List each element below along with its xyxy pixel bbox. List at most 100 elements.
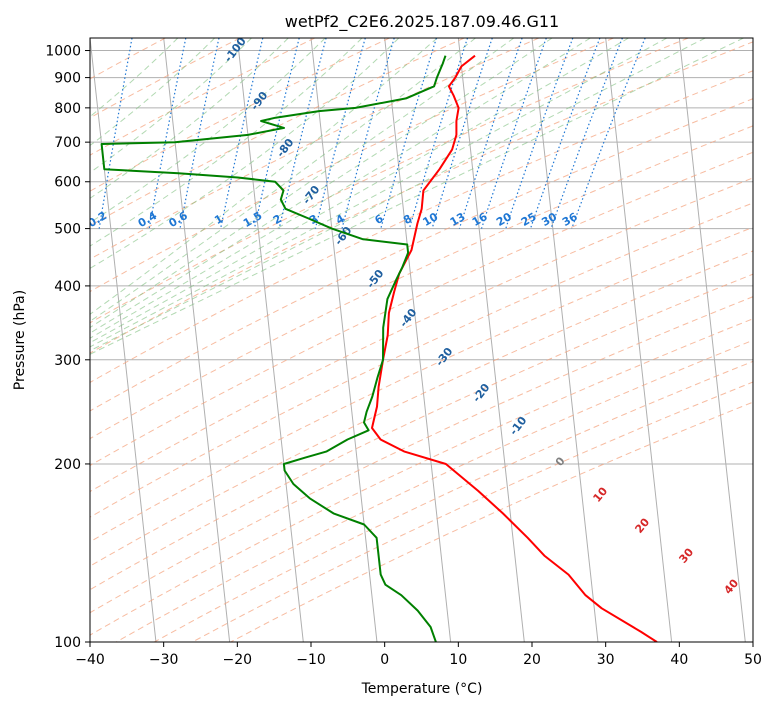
mixing-ratio-line <box>480 38 547 229</box>
mixing-ratio-label: 8 <box>401 212 414 227</box>
dry-adiabat-line <box>90 41 753 354</box>
x-tick-label: −10 <box>296 652 326 668</box>
dry-adiabat-line <box>154 360 753 642</box>
x-axis: −40 −30 −20 −10 0 10 20 30 40 50 <box>75 642 762 668</box>
x-tick-label: 10 <box>449 652 467 668</box>
moist-adiabat-line <box>90 38 252 174</box>
mixing-ratio-line <box>505 38 574 229</box>
dry-adiabat-line <box>115 339 753 642</box>
isotherm-line <box>310 38 378 642</box>
x-tick-label: −20 <box>223 652 253 668</box>
isotherm-line <box>605 38 673 642</box>
dry-adiabat-label: -30 <box>433 345 456 369</box>
dry-adiabat-line <box>90 125 753 440</box>
mixing-ratio-line <box>341 38 395 229</box>
dry-adiabat-line <box>90 38 241 119</box>
y-tick-label: 300 <box>54 353 81 369</box>
x-tick-label: 40 <box>670 652 688 668</box>
mixing-ratio-label: 30 <box>539 210 559 229</box>
dry-adiabat-line <box>90 250 753 567</box>
moist-adiabat-line <box>90 38 629 344</box>
mixing-ratio-line <box>529 38 601 229</box>
dry-adiabat-line <box>90 38 540 260</box>
x-axis-label: Temperature (°C) <box>361 681 483 697</box>
y-axis-label: Pressure (hPa) <box>12 290 28 390</box>
mixing-ratio-label: 1.5 <box>241 209 264 230</box>
x-tick-label: −40 <box>75 652 105 668</box>
dry-adiabat-line <box>90 38 390 192</box>
isotherm-line <box>678 38 746 642</box>
dry-adiabat-label: -50 <box>364 267 387 291</box>
moist-adiabat-line <box>90 38 706 352</box>
chart-title: wetPf2_C2E6.2025.187.09.46.G11 <box>285 12 559 32</box>
y-axis: 1000 900 800 700 600 500 400 300 200 100 <box>45 44 90 651</box>
isotherm-line <box>457 38 525 642</box>
dry-adiabat-line <box>90 38 614 293</box>
dry-adiabat-line <box>90 151 753 467</box>
isotherm-line <box>236 38 304 642</box>
mixing-ratio-line <box>179 38 220 229</box>
dry-adiabat-line <box>90 226 753 543</box>
mixing-ratio-line <box>431 38 493 229</box>
x-tick-label: −30 <box>149 652 179 668</box>
moist-adiabat-line <box>90 38 363 247</box>
moist-adiabat-line <box>90 38 215 147</box>
moist-adiabat-line <box>90 38 476 322</box>
mixing-ratio-line <box>550 38 623 229</box>
plot-frame <box>89 37 754 643</box>
mixing-ratio-label: 0.6 <box>167 209 191 230</box>
moist-adiabat-line <box>90 38 553 334</box>
mixing-ratio-label: 10 <box>420 210 440 229</box>
x-tick-label: 20 <box>523 652 541 668</box>
moist-adiabat-line <box>90 38 400 269</box>
mixing-ratio-line <box>380 38 437 229</box>
dry-adiabat-line <box>90 296 753 614</box>
moist-adiabat-line <box>90 38 326 224</box>
dry-adiabat-line <box>90 38 465 227</box>
x-tick-label: 50 <box>744 652 762 668</box>
temperature-line <box>371 54 658 642</box>
mixing-ratio-line <box>458 38 523 229</box>
mixing-ratio-line <box>408 38 469 229</box>
y-tick-label: 400 <box>54 279 81 295</box>
dry-adiabat-label: -10 <box>507 414 530 438</box>
x-tick-label: 0 <box>380 652 389 668</box>
dry-adiabat-line <box>90 70 753 384</box>
isotherm-line <box>531 38 599 642</box>
dry-adiabat-line <box>230 401 753 642</box>
mixing-ratio-line <box>278 38 327 229</box>
x-tick-label: 30 <box>597 652 615 668</box>
mixing-ratio-line <box>98 38 133 229</box>
isotherm-line <box>90 38 157 642</box>
mixing-ratio-line <box>220 38 264 229</box>
moist-adiabat-line <box>90 38 668 348</box>
dewpoint-line <box>100 55 447 642</box>
mixing-ratio-line <box>52 38 82 229</box>
mixing-ratio-label: 0.4 <box>136 209 160 230</box>
moist-adiabat-label: 10 <box>590 484 610 504</box>
y-tick-label: 600 <box>54 175 81 191</box>
y-tick-label: 100 <box>54 635 81 651</box>
profile-lines <box>100 54 658 642</box>
isotherm-line <box>384 38 452 642</box>
dry-adiabat-label: -100 <box>222 35 249 65</box>
dry-adiabat-label: -70 <box>300 183 323 207</box>
moist-adiabat-label: 0 <box>553 454 568 468</box>
moist-adiabat-label: 20 <box>632 515 652 535</box>
moist-adiabat-line <box>90 38 289 199</box>
mixing-ratio-line <box>314 38 366 229</box>
dry-adiabat-line <box>90 38 315 156</box>
dry-adiabat-line <box>192 381 753 642</box>
y-tick-label: 200 <box>54 457 81 473</box>
dry-adiabat-label: -80 <box>274 136 297 160</box>
y-tick-label: 1000 <box>45 44 81 60</box>
isotherm-line <box>0 38 9 642</box>
dry-adiabat-label: -20 <box>470 381 493 405</box>
isotherm-line <box>163 38 231 642</box>
dry-adiabat-line <box>90 318 753 636</box>
y-tick-label: 500 <box>54 222 81 238</box>
moist-adiabat-label: 30 <box>676 545 696 565</box>
moist-adiabat-line <box>90 38 515 329</box>
y-tick-label: 800 <box>54 101 81 117</box>
dry-adiabat-line <box>90 38 689 324</box>
